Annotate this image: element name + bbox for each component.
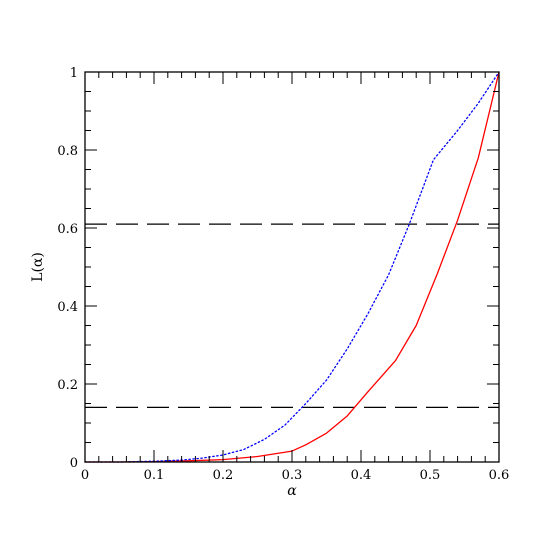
reference-lines: [85, 223, 499, 409]
x-tick-label: 0: [81, 468, 89, 483]
axis-ticks: [84, 71, 500, 463]
y-tick-label: 0.6: [57, 222, 78, 237]
series-line-1-dotted: [84, 71, 500, 463]
x-tick-label: 0.5: [420, 468, 441, 483]
x-tick-label: 0.2: [213, 468, 234, 483]
y-tick-label: 1: [70, 66, 78, 81]
x-axis-title: α: [287, 483, 297, 499]
y-axis-title: L(α): [30, 252, 46, 282]
y-tick-label: 0.4: [57, 300, 78, 315]
y-tick-label: 0: [70, 456, 78, 471]
tick-labels: 0 0.1 0.2 0.3 0.4 0.5 0.6 0 0.2 0.4 0.6 0.8 1: [57, 66, 509, 483]
x-tick-label: 0.6: [489, 468, 510, 483]
series-line-0-solid: [85, 71, 500, 463]
x-tick-label: 0.1: [144, 468, 165, 483]
plot-frame: [84, 71, 500, 463]
data-series: [84, 71, 500, 463]
y-tick-label: 0.2: [57, 378, 78, 393]
x-tick-label: 0.3: [282, 468, 303, 483]
x-tick-label: 0.4: [351, 468, 372, 483]
y-tick-label: 0.8: [57, 144, 78, 159]
